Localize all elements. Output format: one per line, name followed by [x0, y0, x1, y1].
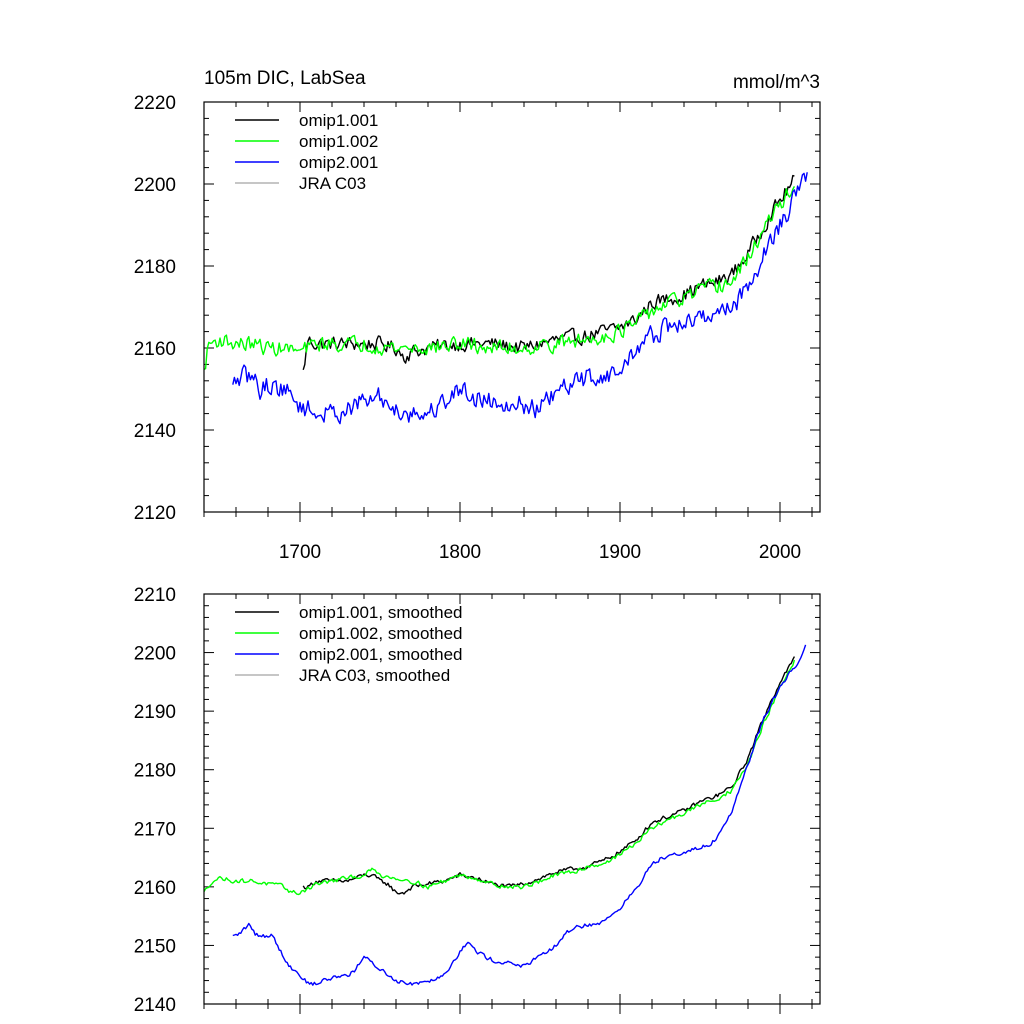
plot-frame [203, 101, 821, 513]
y-axis: 2140 2150 2160 2170 2180 2190 2200 2210 [134, 585, 820, 1016]
legend-entry: JRA C03, smoothed [299, 666, 450, 685]
y-tick-label: 2180 [134, 257, 176, 278]
y-tick-label: 2160 [134, 878, 176, 899]
plot-frame [203, 593, 821, 1005]
y-tick-label: 2200 [134, 175, 176, 196]
legend-entry: omip1.001 [299, 111, 378, 130]
series-line-omip1-002-smoothed [203, 659, 796, 896]
bottom-panel: 2140 2150 2160 2170 2180 2190 2200 2210 omip1.0… [134, 585, 821, 1016]
y-tick-label: 2180 [134, 761, 176, 782]
legend-entry: omip2.001 [299, 153, 378, 172]
x-axis: 1700 1800 1900 2000 [203, 102, 813, 563]
y-tick-label: 2140 [134, 421, 176, 442]
series-lines [203, 172, 808, 425]
legend-entry: JRA C03 [299, 174, 366, 193]
series-line-omip2-001-smoothed [232, 644, 807, 986]
series-lines [203, 644, 807, 986]
x-tick-label: 2000 [759, 542, 801, 563]
series-line-omip1-001 [302, 174, 795, 371]
chart-title: 105m DIC, LabSea [204, 68, 366, 89]
legend: omip1.001 omip1.002 omip2.001 JRA C03 [235, 111, 378, 193]
series-line-omip2-001 [232, 172, 808, 425]
y-tick-label: 2190 [134, 702, 176, 723]
legend-entry: omip1.002, smoothed [299, 624, 463, 643]
series-line-omip1-002 [203, 186, 796, 371]
y-tick-label: 2120 [134, 503, 176, 524]
y-tick-label: 2150 [134, 936, 176, 957]
x-tick-label: 1900 [599, 542, 641, 563]
top-panel: 105m DIC, LabSea mmol/m^3 21202140216021… [134, 68, 821, 563]
y-tick-label: 2160 [134, 339, 176, 360]
y-tick-label: 2210 [134, 585, 176, 606]
x-axis [203, 594, 813, 1014]
x-tick-label: 1800 [439, 542, 481, 563]
x-tick-label: 1700 [279, 542, 321, 563]
y-tick-label: 2220 [134, 93, 176, 114]
y-axis: 2120 2140 2160 2180 2200 2220 [134, 93, 820, 524]
units-label: mmol/m^3 [733, 72, 820, 93]
legend-entry: omip1.001, smoothed [299, 603, 463, 622]
series-line-omip1-001-smoothed [302, 656, 796, 895]
y-tick-label: 2200 [134, 644, 176, 665]
legend-entry: omip2.001, smoothed [299, 645, 463, 664]
y-tick-label: 2140 [134, 995, 176, 1016]
legend: omip1.001, smoothed omip1.002, smoothed om… [235, 603, 463, 685]
legend-entry: omip1.002 [299, 132, 378, 151]
y-tick-label: 2170 [134, 819, 176, 840]
